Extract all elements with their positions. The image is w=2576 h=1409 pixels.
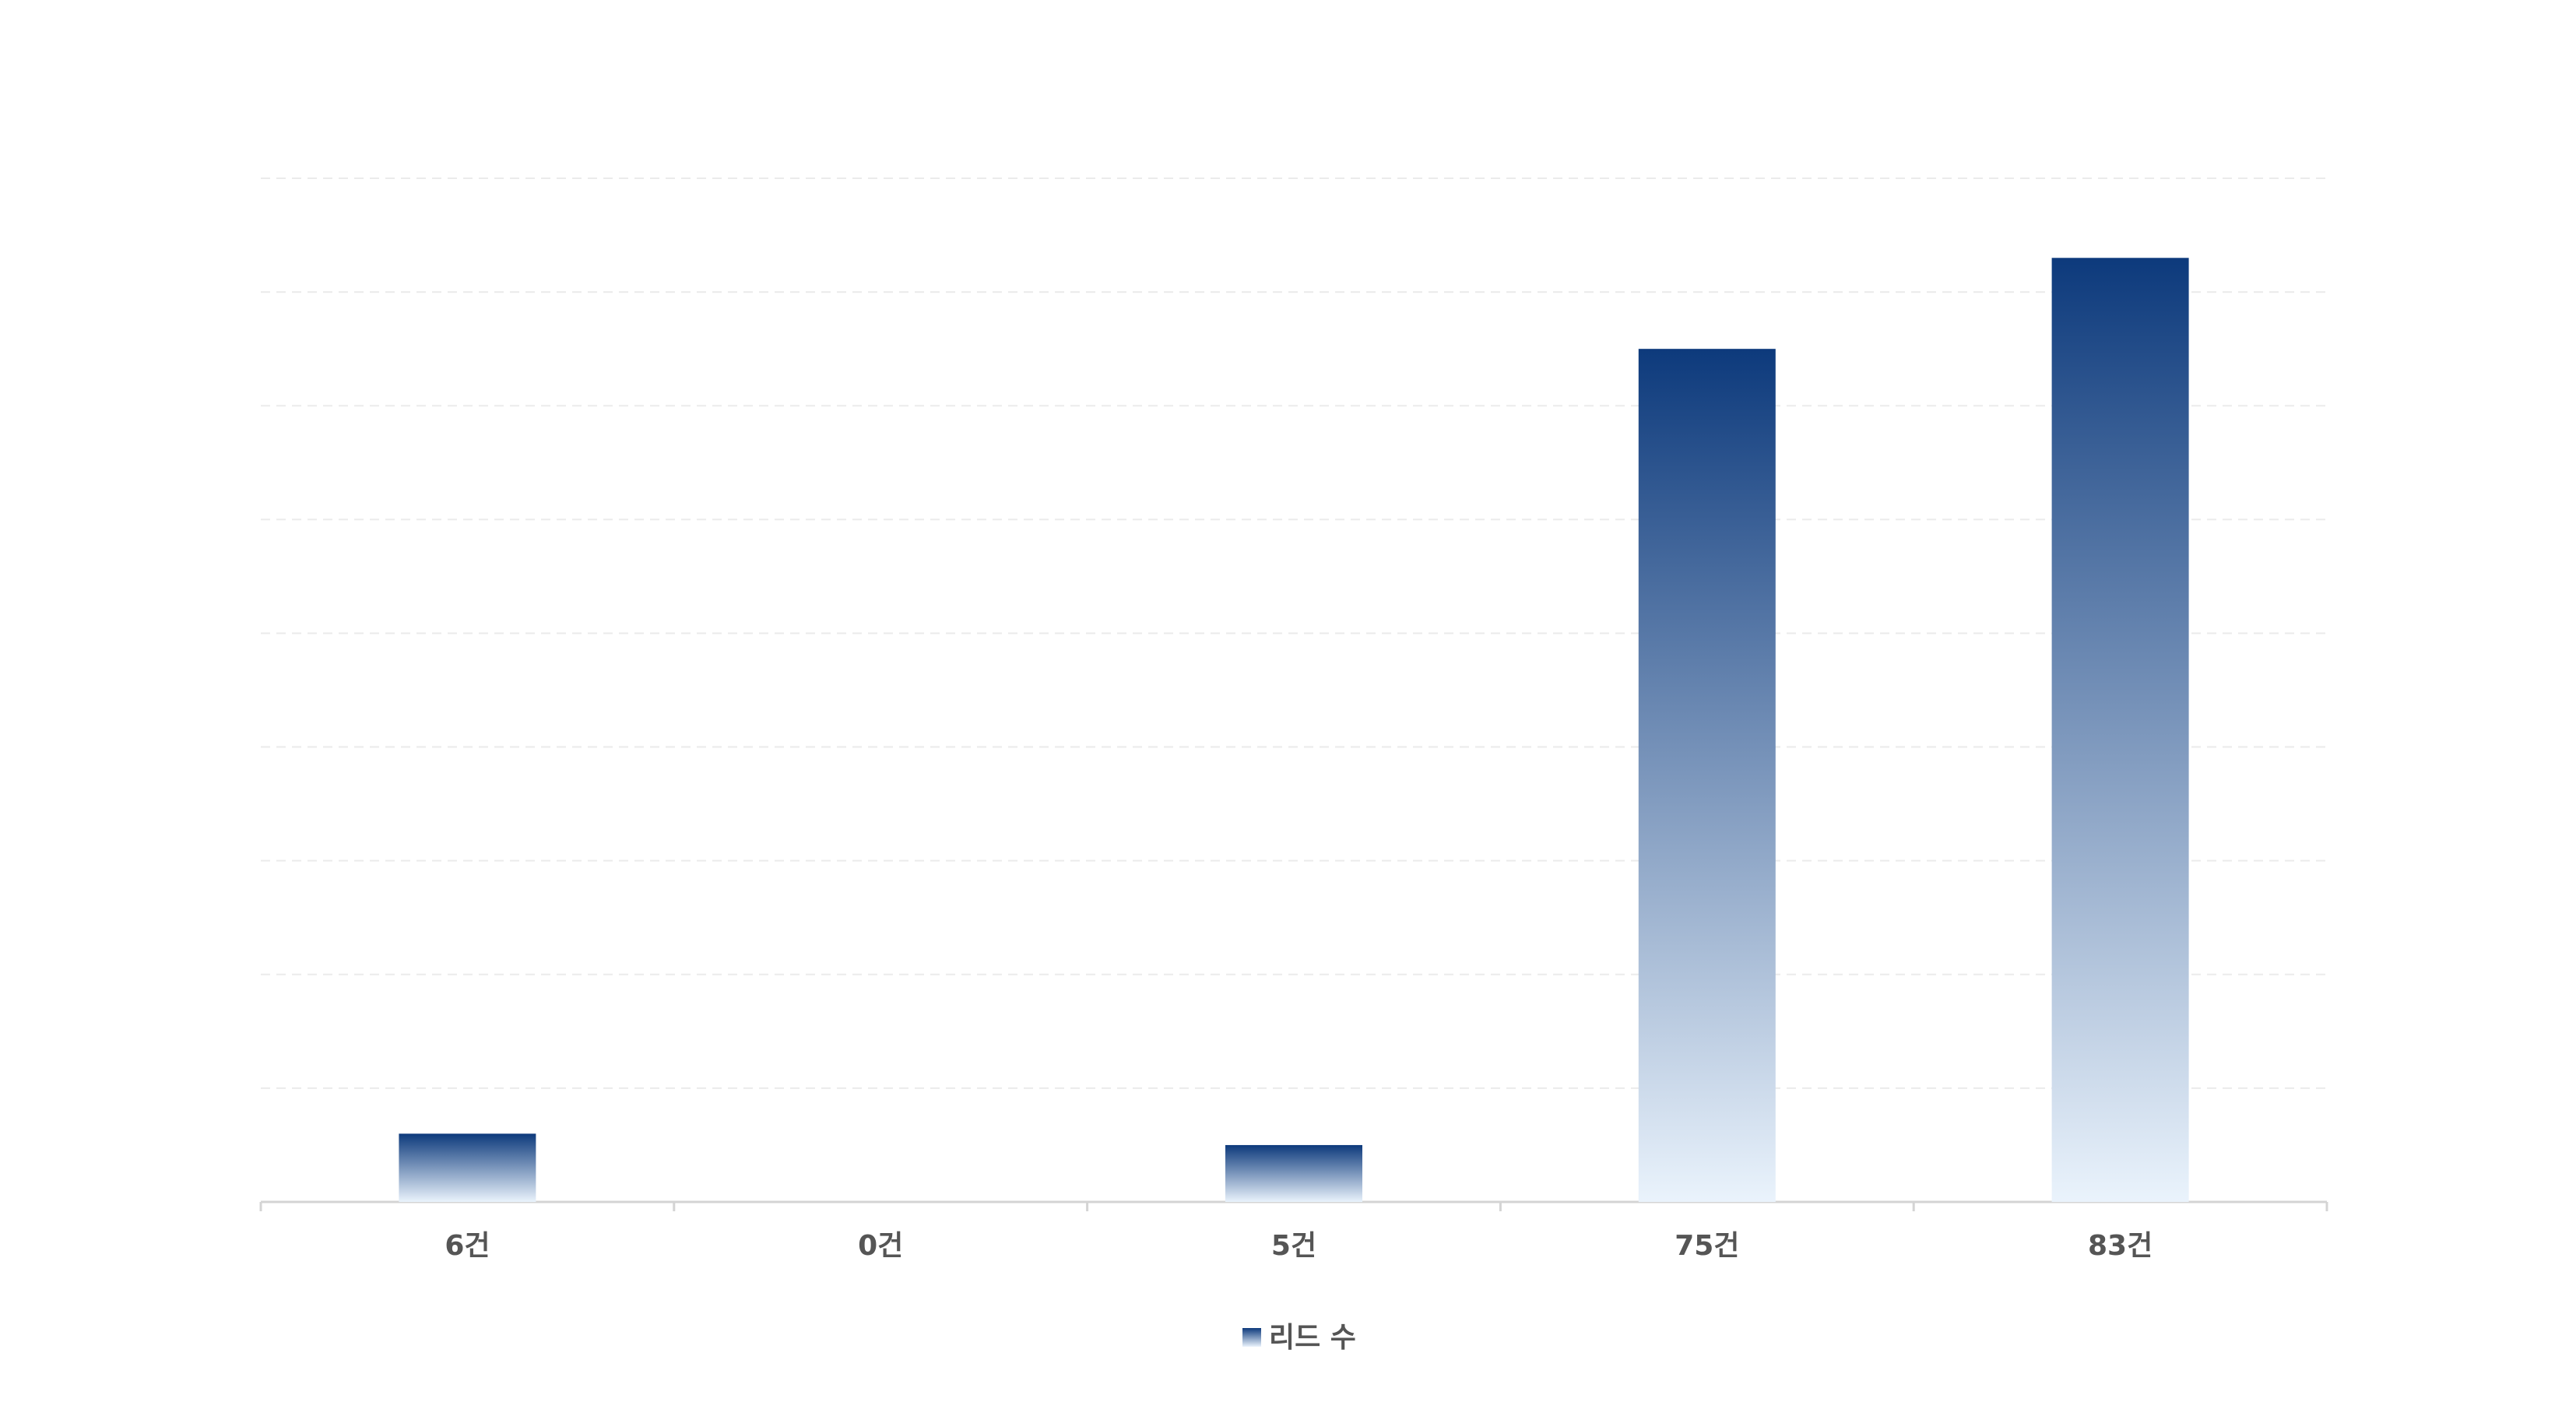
x-tick-label: 83건 <box>2088 1230 2153 1262</box>
x-tick-label: 5건 <box>1271 1230 1316 1262</box>
bar <box>1638 349 1776 1203</box>
x-tick-label: 6건 <box>445 1230 490 1262</box>
legend-swatch <box>1242 1328 1261 1347</box>
x-tick-label: 75건 <box>1675 1230 1739 1262</box>
bar <box>399 1133 536 1202</box>
x-tick-label: 0건 <box>858 1230 903 1262</box>
legend-label: 리드 수 <box>1269 1322 1356 1354</box>
bar <box>1225 1144 1362 1202</box>
bar <box>2051 258 2189 1202</box>
